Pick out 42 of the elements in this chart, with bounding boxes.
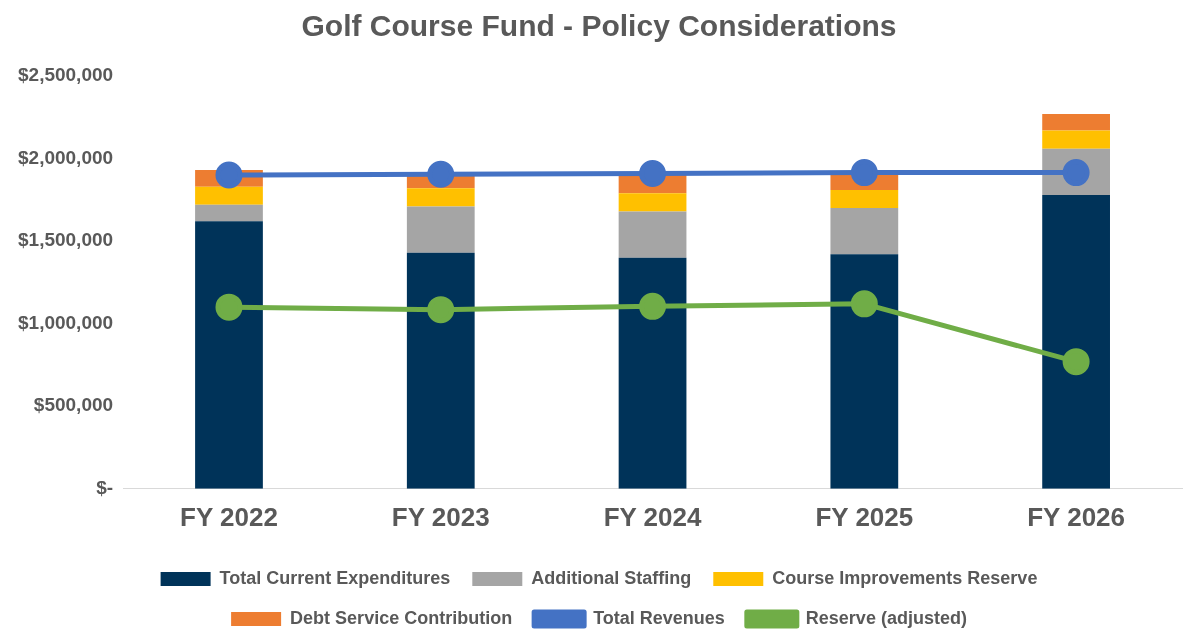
- bar: [406, 206, 475, 253]
- legend-label: Additional Staffing: [531, 567, 692, 588]
- legend-label: Course Improvements Reserve: [772, 567, 1038, 588]
- point: [639, 292, 667, 320]
- y-tick-label: $2,000,000: [18, 146, 114, 168]
- point: [215, 161, 243, 189]
- point: [639, 159, 667, 187]
- chart-title: Golf Course Fund - Policy Considerations: [301, 9, 897, 43]
- y-tick-label: $-: [96, 477, 114, 499]
- y-tick-label: $500,000: [33, 394, 114, 416]
- x-tick-label: FY 2026: [1027, 501, 1126, 532]
- point: [850, 290, 878, 318]
- point: [427, 160, 455, 188]
- bar: [1042, 113, 1110, 131]
- point: [427, 296, 455, 324]
- legend-label: Debt Service Contribution: [290, 607, 513, 628]
- bar: [830, 189, 899, 209]
- y-tick-label: $1,500,000: [18, 229, 114, 251]
- bar: [1042, 194, 1110, 489]
- legend-label: Total Current Expenditures: [219, 567, 451, 588]
- bar: [618, 257, 687, 489]
- bar: [406, 252, 475, 489]
- bar: [195, 186, 263, 205]
- point: [850, 159, 878, 187]
- bar: [195, 204, 263, 222]
- legend-label: Total Revenues: [593, 607, 725, 628]
- bar: [618, 211, 687, 258]
- bar: [830, 254, 899, 489]
- bar: [406, 188, 475, 207]
- x-tick-label: FY 2025: [815, 501, 914, 532]
- point: [1062, 348, 1090, 376]
- bar: [618, 193, 687, 212]
- bar: [1042, 130, 1110, 149]
- bar: [830, 208, 899, 255]
- y-tick-label: $2,500,000: [18, 64, 114, 86]
- x-tick-label: FY 2024: [603, 501, 702, 532]
- point: [215, 293, 243, 321]
- bar: [195, 221, 263, 489]
- x-tick-label: FY 2022: [180, 501, 278, 532]
- y-tick-label: $1,000,000: [18, 311, 114, 333]
- x-tick-label: FY 2023: [391, 501, 490, 532]
- legend-label: Reserve (adjusted): [805, 607, 967, 628]
